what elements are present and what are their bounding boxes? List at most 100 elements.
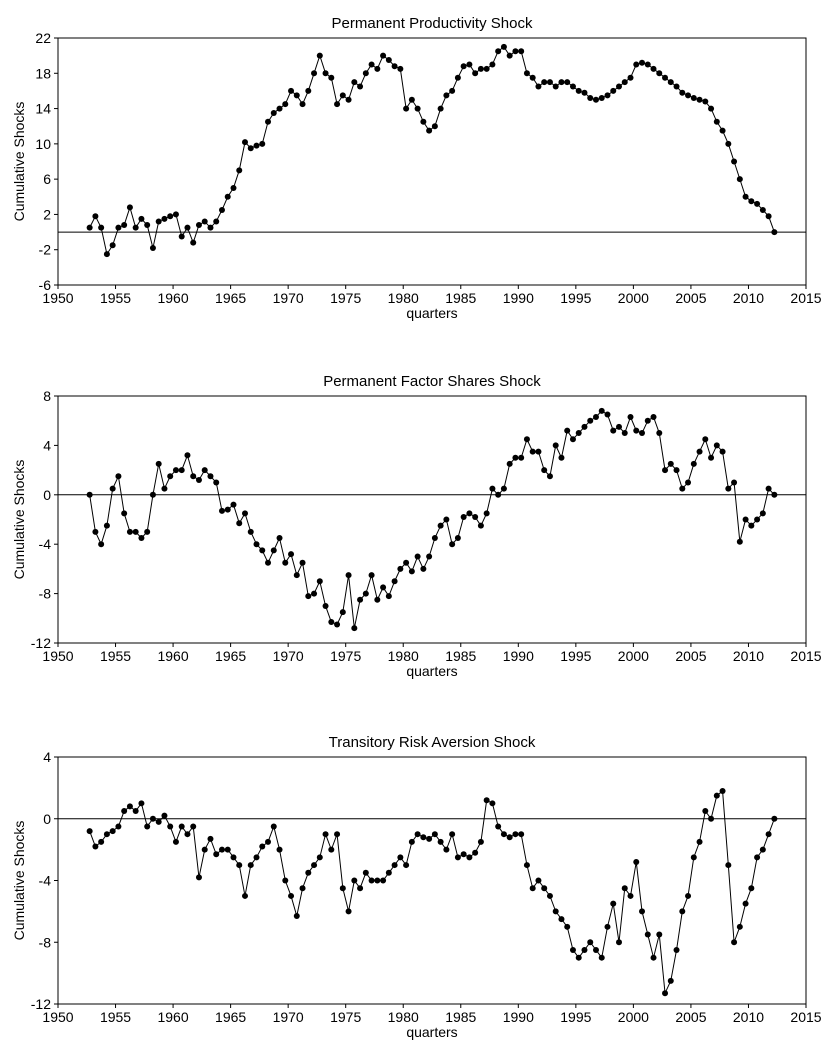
data-point: [644, 931, 651, 938]
data-point: [736, 923, 743, 930]
y-axis-label: Cumulative Shocks: [11, 821, 27, 941]
data-point: [86, 828, 93, 835]
data-point: [362, 590, 369, 597]
data-point: [224, 506, 231, 513]
data-point: [725, 862, 732, 869]
data-point: [242, 892, 248, 899]
x-tick-label: 2015: [790, 1009, 821, 1025]
data-point: [224, 846, 231, 853]
data-point: [673, 946, 680, 953]
data-point: [178, 467, 185, 474]
data-point: [685, 92, 692, 99]
data-point: [765, 485, 772, 492]
data-point: [708, 105, 715, 112]
data-point: [685, 479, 692, 486]
data-point: [454, 74, 461, 81]
x-tick-label: 2015: [790, 290, 821, 306]
data-point: [259, 547, 266, 554]
x-tick-label: 1955: [100, 1009, 131, 1025]
data-point: [236, 862, 243, 869]
subplot: Permanent Factor Shares Shock quarters Cum…: [11, 373, 822, 679]
data-point: [529, 885, 536, 892]
data-point: [713, 792, 720, 799]
data-point: [138, 800, 145, 807]
data-point: [633, 61, 640, 68]
data-point: [604, 411, 611, 418]
data-point: [472, 70, 479, 77]
data-point: [316, 52, 323, 59]
x-tick-label: 1985: [445, 648, 476, 664]
data-point: [621, 79, 628, 86]
data-point: [731, 479, 738, 486]
data-point: [385, 57, 392, 64]
data-point: [466, 61, 473, 68]
data-point: [184, 224, 191, 231]
data-point: [719, 448, 726, 455]
data-point: [742, 516, 749, 523]
data-point: [242, 510, 248, 517]
data-point: [477, 522, 484, 529]
data-point: [679, 89, 686, 96]
x-tick-label: 1975: [330, 290, 361, 306]
data-point: [92, 843, 99, 850]
x-tick-label: 1985: [445, 1009, 476, 1025]
data-point: [518, 454, 525, 461]
data-point: [587, 939, 594, 946]
data-point: [690, 854, 697, 861]
data-point: [489, 485, 496, 492]
data-point: [138, 535, 145, 542]
data-point: [604, 92, 611, 99]
data-point: [690, 94, 697, 101]
data-point: [529, 448, 536, 455]
data-point: [639, 59, 646, 66]
data-point: [449, 541, 456, 548]
data-point: [449, 831, 456, 838]
subplot: Permanent Productivity Shock quarters Cumu…: [11, 15, 822, 321]
x-tick-label: 2005: [675, 648, 706, 664]
x-tick-label: 2000: [618, 290, 649, 306]
data-point: [656, 430, 663, 437]
data-point: [443, 846, 450, 853]
data-point: [155, 460, 162, 467]
x-tick-label: 1995: [560, 290, 591, 306]
data-point: [201, 218, 208, 225]
x-tick-label: 1990: [503, 648, 534, 664]
data-point: [408, 96, 415, 103]
data-point: [190, 473, 197, 480]
x-tick-label: 1975: [330, 1009, 361, 1025]
data-point: [368, 61, 375, 68]
data-point: [167, 473, 174, 480]
data-point: [495, 823, 502, 830]
x-tick-label: 1965: [215, 1009, 246, 1025]
data-point: [633, 858, 640, 865]
y-tick-label: 2: [43, 206, 51, 222]
data-point: [103, 831, 110, 838]
data-point: [121, 222, 128, 229]
data-point: [477, 65, 484, 72]
data-point: [564, 427, 571, 434]
data-point: [293, 572, 300, 579]
data-point: [748, 885, 755, 892]
data-point: [339, 92, 346, 99]
data-point: [368, 877, 375, 884]
data-point: [426, 127, 433, 134]
data-point: [564, 923, 571, 930]
data-point: [690, 460, 697, 467]
data-point: [518, 48, 525, 55]
data-point: [495, 48, 502, 55]
y-tick-label: 0: [43, 487, 51, 503]
data-point: [592, 96, 599, 103]
data-point: [201, 467, 208, 474]
y-tick-label: -6: [39, 277, 52, 293]
data-point: [627, 74, 634, 81]
data-point: [316, 854, 323, 861]
data-point: [408, 568, 415, 575]
data-point: [259, 140, 266, 147]
data-point: [253, 854, 260, 861]
data-point: [144, 222, 151, 229]
data-point: [311, 70, 318, 77]
data-point: [702, 808, 709, 815]
data-point: [569, 436, 576, 443]
data-point: [696, 448, 703, 455]
data-point: [460, 851, 467, 858]
